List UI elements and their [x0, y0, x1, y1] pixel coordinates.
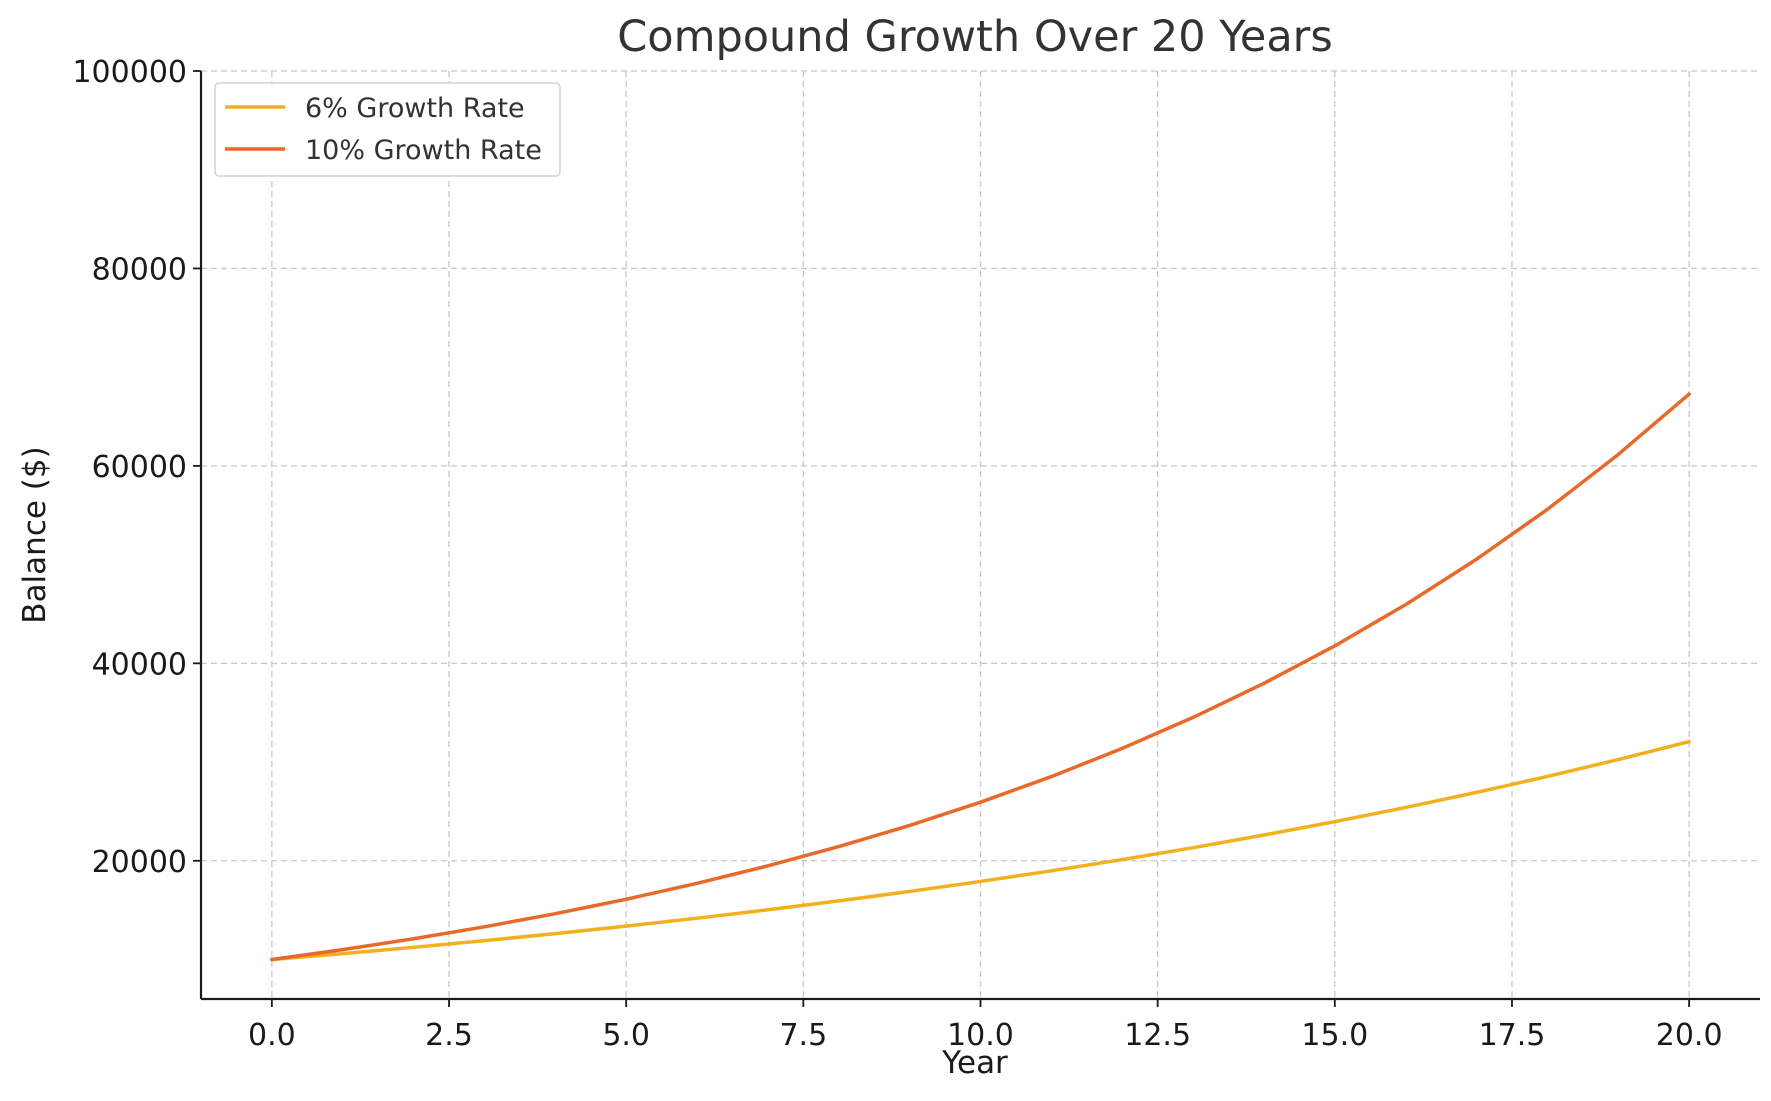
x-tick-label-7: 17.5 [1479, 1018, 1546, 1053]
y-axis-label: Balance ($) [17, 446, 53, 623]
y-tick-label-2: 60000 [92, 450, 187, 485]
x-tick-label-5: 12.5 [1124, 1018, 1191, 1053]
x-tick-label-6: 15.0 [1301, 1018, 1368, 1053]
grid [201, 70, 1760, 999]
x-axis-label: Year [941, 1045, 1008, 1081]
x-tick-label-8: 20.0 [1656, 1018, 1723, 1053]
y-tick-label-4: 100000 [72, 55, 187, 90]
y-tick-label-1: 40000 [92, 647, 187, 682]
legend-frame [214, 82, 561, 177]
legend-label-6-percent: 6% Growth Rate [305, 93, 525, 124]
axes [193, 70, 1760, 1007]
y-tick-label-3: 80000 [92, 252, 187, 287]
x-tick-label-4: 10.0 [947, 1018, 1014, 1053]
tick-labels: 0.0 2.5 5.0 7.5 10.0 12.5 15.0 17.5 20.0 20000 400… [72, 55, 1722, 1053]
legend-label-10-percent: 10% Growth Rate [305, 135, 542, 166]
series-line-1 [270, 392, 1691, 962]
x-tick-label-2: 5.0 [602, 1018, 650, 1053]
x-tick-label-0: 0.0 [248, 1018, 296, 1053]
legend: 6% Growth Rate 10% Growth Rate [214, 82, 561, 177]
series-layer [270, 392, 1691, 962]
chart-title: Compound Growth Over 20 Years [617, 12, 1333, 62]
y-tick-label-0: 20000 [92, 845, 187, 880]
x-tick-label-1: 2.5 [425, 1018, 473, 1053]
x-tick-label-3: 7.5 [779, 1018, 827, 1053]
series-line-0 [270, 739, 1691, 962]
